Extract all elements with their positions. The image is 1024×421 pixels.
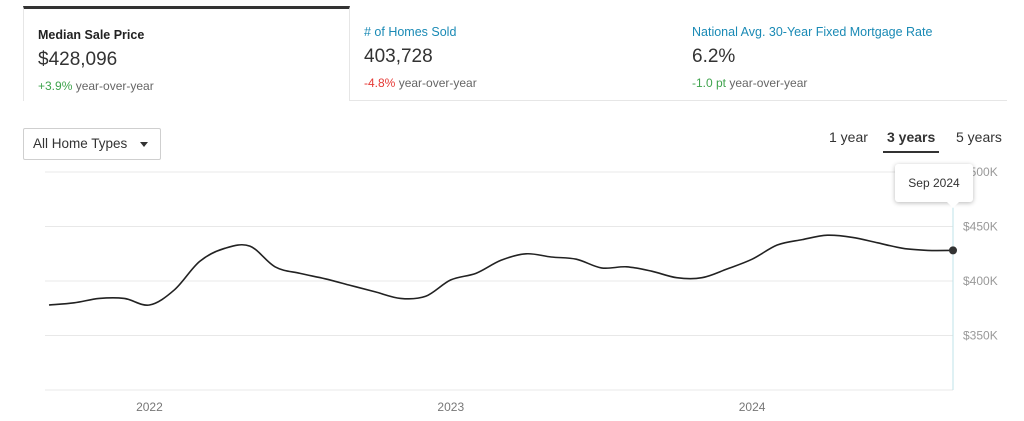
data-point: [122, 296, 126, 300]
x-tick-label: 2024: [739, 400, 766, 414]
data-point: [449, 278, 453, 282]
metric-value: 403,728: [364, 46, 433, 67]
metric-change: -4.8% year-over-year: [364, 76, 678, 90]
metric-value: 6.2%: [692, 46, 736, 67]
x-tick-label: 2023: [437, 400, 464, 414]
data-point: [373, 290, 377, 294]
tab-homes-sold[interactable]: # of Homes Sold 403,728 -4.8% year-over-…: [350, 6, 678, 101]
change-suffix: year-over-year: [729, 76, 808, 90]
caret-down-icon: [140, 142, 148, 147]
data-point: [800, 238, 804, 242]
metric-value: $428,096: [38, 49, 118, 70]
dropdown-value: All Home Types: [33, 136, 128, 151]
data-point: [901, 246, 905, 250]
x-tick-label: 2022: [136, 400, 163, 414]
data-point: [298, 271, 302, 275]
highlighted-point: [949, 246, 957, 255]
range-3-years[interactable]: 3 years: [882, 129, 940, 153]
change-value: -4.8%: [364, 76, 396, 90]
chart-tooltip: Sep 2024: [895, 164, 973, 208]
data-point: [625, 265, 629, 269]
range-5-years[interactable]: 5 years: [956, 129, 1002, 145]
metric-label: # of Homes Sold: [364, 25, 457, 39]
metric-change: +3.9% year-over-year: [38, 79, 349, 93]
metric-label: National Avg. 30-Year Fixed Mortgage Rat…: [692, 25, 933, 39]
data-point: [851, 235, 855, 239]
data-point: [499, 258, 503, 262]
range-1-year[interactable]: 1 year: [829, 129, 868, 145]
data-point: [198, 259, 202, 263]
data-point: [424, 294, 428, 298]
data-point: [750, 257, 754, 261]
data-point: [775, 243, 779, 247]
data-point: [223, 246, 227, 250]
data-point: [549, 255, 553, 259]
data-point: [599, 266, 603, 270]
metric-label: Median Sale Price: [38, 28, 145, 42]
data-point: [248, 244, 252, 248]
y-tick-label: $450K: [963, 220, 998, 234]
data-point: [348, 283, 352, 287]
change-value: -1.0 pt: [692, 76, 727, 90]
data-point: [825, 233, 829, 237]
data-point: [574, 257, 578, 261]
y-tick-label: $400K: [963, 274, 998, 288]
y-tick-label: $350K: [963, 329, 998, 343]
data-point: [147, 303, 151, 307]
data-point: [173, 288, 177, 292]
data-point: [323, 277, 327, 281]
data-point: [876, 241, 880, 245]
data-point: [72, 301, 76, 305]
data-point: [399, 296, 403, 300]
home-type-dropdown[interactable]: All Home Types: [23, 128, 161, 160]
tab-mortgage-rate[interactable]: National Avg. 30-Year Fixed Mortgage Rat…: [678, 6, 1007, 101]
data-point: [273, 265, 277, 269]
data-point: [474, 271, 478, 275]
data-point: [524, 252, 528, 256]
change-suffix: year-over-year: [398, 76, 477, 90]
change-value: +3.9%: [38, 79, 73, 93]
metric-change: -1.0 pt year-over-year: [692, 76, 1007, 90]
data-point: [675, 276, 679, 280]
data-point: [47, 303, 51, 307]
metric-tabs: Median Sale Price $428,096 +3.9% year-ov…: [0, 0, 1024, 101]
data-point: [700, 276, 704, 280]
change-suffix: year-over-year: [75, 79, 154, 93]
data-point: [97, 296, 101, 300]
data-point: [926, 248, 930, 252]
series-line: [48, 234, 954, 306]
data-point: [725, 267, 729, 271]
data-point: [650, 269, 654, 273]
tab-median-sale-price[interactable]: Median Sale Price $428,096 +3.9% year-ov…: [23, 6, 350, 101]
